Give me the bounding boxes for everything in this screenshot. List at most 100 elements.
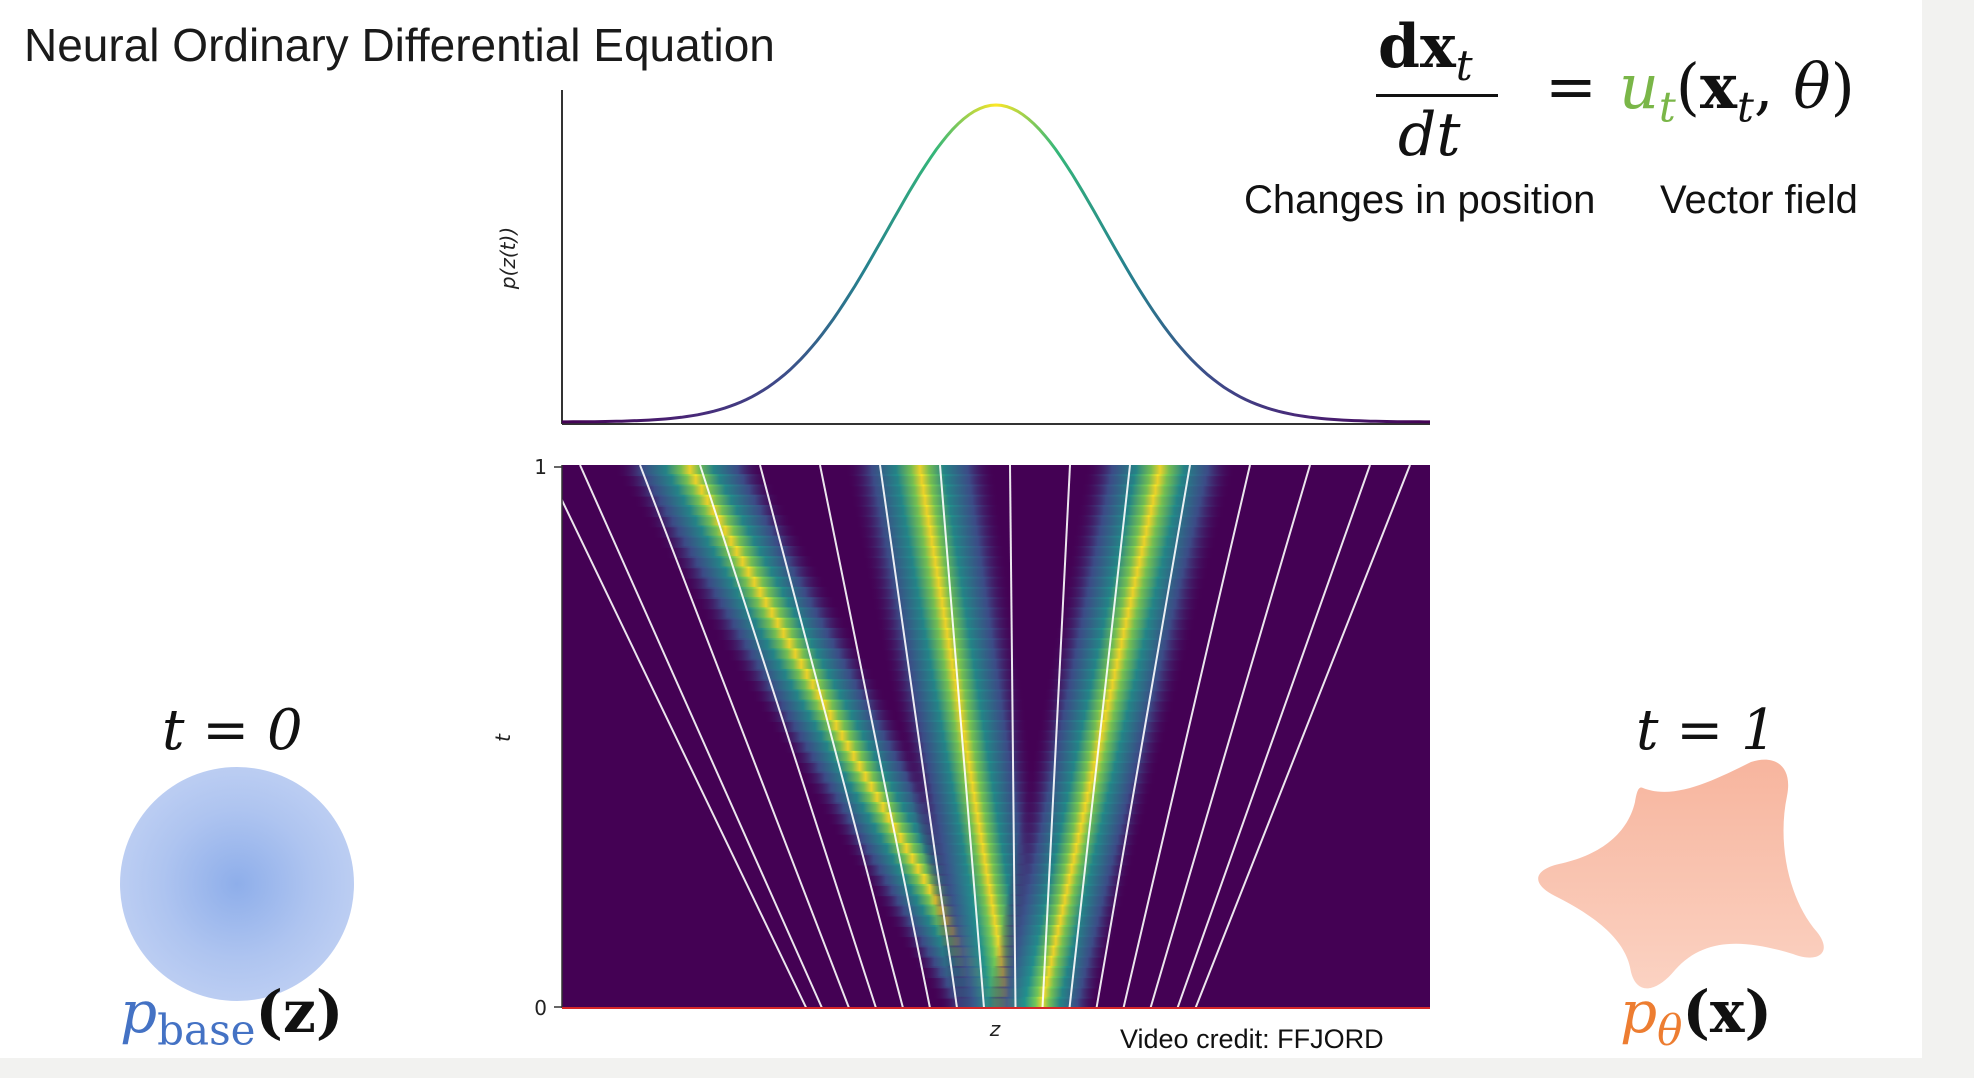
density-band-0-row-20 [739,668,875,681]
density-band-2-row-12 [1062,586,1204,599]
density-band-2-row-38 [1013,853,1135,866]
density-band-0-row-18 [727,648,864,661]
density-band-2-row-1 [1083,474,1233,487]
streamline-2 [639,465,850,1008]
slide-title: Neural Ordinary Differential Equation [24,19,775,71]
density-band-2-row-16 [1054,627,1193,640]
density-band-1-row-33 [913,802,1039,815]
density-band-0-row-2 [627,484,776,497]
density-band-2-row-50 [990,976,1103,989]
density-band-2-row-8 [1069,546,1214,559]
density-band-0-row-22 [752,689,886,702]
density-band-2-row-7 [1071,535,1217,548]
streamline-7 [939,465,985,1008]
density-band-0-row-28 [789,750,919,763]
density-band-0-row-4 [639,505,787,518]
density-band-1-row-14 [874,607,1014,620]
density-band-1-row-2 [849,484,998,497]
fraction-bar [1376,94,1498,97]
density-band-1-row-15 [876,617,1015,630]
density-curve [562,103,1430,424]
density-band-2-row-20 [1047,668,1183,681]
density-band-1-row-35 [917,822,1042,835]
density-band-1-row-19 [884,658,1021,671]
density-band-0-row-8 [664,546,809,559]
density-band-0-row-15 [708,617,848,630]
density-band-0-row-24 [764,709,897,722]
density-band-1-row-32 [911,791,1038,804]
density-band-1-row-36 [919,832,1043,845]
streamline-15 [1194,465,1411,1008]
p-theta-argument: (x) [1682,978,1772,1046]
density-band-1-row-6 [857,525,1003,538]
density-band-1-row-26 [899,730,1030,743]
heatmap-y-label: t [491,733,515,742]
density-band-0-row-25 [770,720,902,733]
base-distribution-blob [120,767,354,1001]
density-band-2-row-29 [1030,761,1159,774]
p-theta-subscript: θ [1657,1005,1683,1055]
density-band-2-row-3 [1079,494,1227,507]
density-band-0-row-0 [615,465,765,477]
x-subscript: t [1736,82,1754,132]
star-shape [1538,759,1824,989]
density-band-2-row-15 [1056,617,1196,630]
density-band-0-row-17 [720,638,858,651]
y-tick-label-bottom: 0 [534,996,547,1020]
density-band-1-row-29 [905,761,1034,774]
density-band-0-row-31 [808,781,935,794]
density-band-1-row-13 [872,597,1013,610]
equation-rhs: = ut(xt, θ) [1545,50,1855,131]
density-band-1-row-21 [888,679,1023,692]
density-band-2-row-36 [1017,832,1140,845]
y-tick-label-top: 1 [534,455,547,479]
density-band-2-row-19 [1049,658,1185,671]
density-band-1-row-27 [901,740,1031,753]
p-base-subscript: base [157,1005,256,1055]
density-band-0-row-14 [702,607,842,620]
density-band-1-row-7 [859,535,1005,548]
streamline-10 [1068,465,1131,1008]
density-band-1-row-3 [851,494,999,507]
streamline-14 [1176,465,1371,1008]
density-band-2-row-46 [998,935,1114,948]
density-band-2-row-5 [1075,515,1222,528]
density-y-label: p(z(t)) [496,227,520,290]
density-band-2-row-35 [1019,822,1143,835]
t0-label: t = 0 [162,698,303,763]
p-theta-symbol: p [1620,978,1658,1046]
density-band-2-row-26 [1035,730,1167,743]
density-band-1-row-25 [896,720,1028,733]
changes-in-position-label: Changes in position [1244,178,1596,222]
density-band-1-row-18 [882,648,1019,661]
density-band-2-row-18 [1051,648,1188,661]
density-band-2-row-9 [1068,556,1212,569]
open-paren: ( [1675,50,1700,123]
streamline-9 [1041,465,1071,1008]
vector-field-symbol: u [1618,50,1659,123]
density-band-2-row-41 [1007,884,1127,897]
heatmap-field [562,465,1430,1008]
density-band-2-row-21 [1045,679,1180,692]
density-band-2-row-32 [1024,791,1151,804]
density-band-0-row-27 [783,740,913,753]
density-band-1-row-34 [915,812,1040,825]
streamline-13 [1149,465,1311,1008]
streamline-1 [579,465,823,1008]
density-band-1-row-28 [903,750,1032,763]
density-band-0-row-10 [677,566,820,579]
density-band-2-row-51 [988,986,1101,999]
theta-symbol: θ [1793,50,1831,123]
density-band-2-row-47 [996,945,1111,958]
density-band-2-row-22 [1043,689,1177,702]
density-band-1-row-10 [865,566,1009,579]
density-band-0-row-7 [658,535,804,548]
density-band-2-row-48 [994,955,1109,968]
streamline-5 [819,465,931,1008]
density-band-2-row-44 [1002,914,1119,927]
close-paren: ) [1830,50,1855,123]
density-band-2-row-40 [1009,873,1130,886]
density-band-2-row-23 [1041,699,1175,712]
density-band-2-row-6 [1073,525,1220,538]
equation-numerator: dxt [1378,12,1473,90]
